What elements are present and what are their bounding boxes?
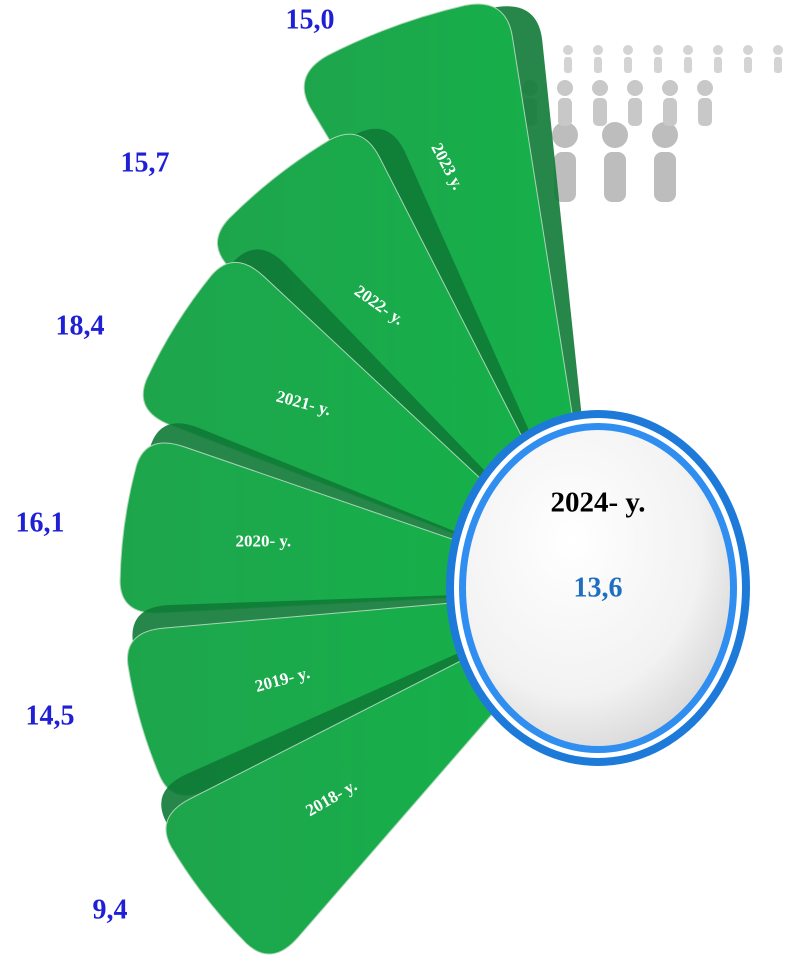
center-disc: 2024- y. 13,6 (446, 410, 750, 766)
petal-value: 15,7 (121, 147, 170, 178)
petal-value: 9,4 (93, 894, 128, 925)
petal-year: 2020- y. (235, 532, 291, 551)
petal-value: 18,4 (56, 310, 105, 341)
petals (119, 3, 596, 955)
petal (165, 607, 575, 955)
petal-value: 16,1 (16, 507, 65, 538)
petal-value: 15,0 (286, 4, 335, 35)
center-value: 13,6 (574, 572, 623, 603)
petal (142, 262, 572, 577)
petal-value: 14,5 (26, 700, 75, 731)
disc (466, 430, 730, 746)
petal (216, 133, 583, 565)
center-year: 2024- y. (550, 487, 645, 519)
